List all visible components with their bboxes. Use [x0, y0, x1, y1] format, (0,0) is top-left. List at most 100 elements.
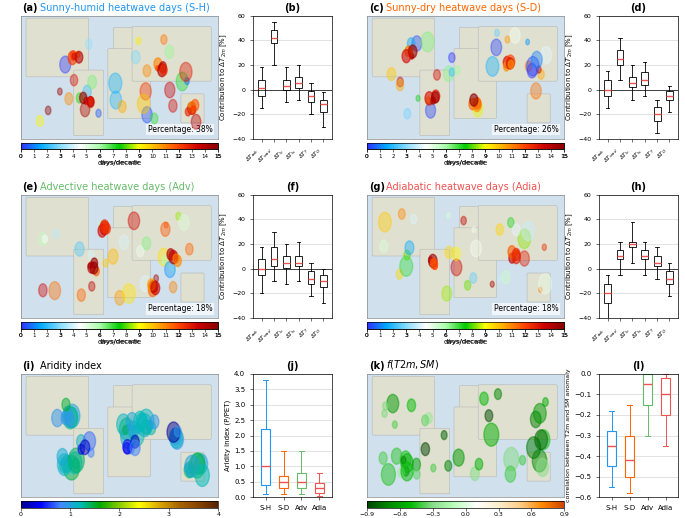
Circle shape — [425, 103, 436, 118]
Circle shape — [527, 56, 539, 76]
Circle shape — [471, 467, 479, 481]
Circle shape — [543, 398, 548, 406]
FancyBboxPatch shape — [420, 70, 449, 136]
Circle shape — [195, 454, 208, 473]
Circle shape — [141, 420, 151, 435]
Circle shape — [379, 452, 387, 464]
Circle shape — [167, 422, 180, 442]
Text: $f(T2m, SM)$: $f(T2m, SM)$ — [386, 358, 440, 371]
Circle shape — [63, 407, 77, 429]
Circle shape — [404, 109, 411, 119]
Circle shape — [174, 255, 182, 267]
Circle shape — [432, 90, 440, 102]
Circle shape — [401, 456, 406, 464]
Circle shape — [169, 281, 177, 293]
Circle shape — [42, 235, 47, 243]
FancyBboxPatch shape — [181, 94, 204, 123]
Circle shape — [530, 411, 541, 428]
Circle shape — [160, 62, 166, 73]
Circle shape — [491, 39, 501, 55]
Circle shape — [186, 108, 190, 116]
FancyBboxPatch shape — [372, 376, 435, 435]
Circle shape — [433, 263, 437, 269]
Circle shape — [73, 458, 79, 469]
Circle shape — [412, 36, 422, 51]
Circle shape — [58, 88, 62, 95]
Circle shape — [88, 97, 92, 104]
Circle shape — [185, 455, 199, 477]
Circle shape — [71, 75, 77, 86]
Circle shape — [469, 98, 476, 110]
Circle shape — [188, 102, 195, 113]
Y-axis label: Aridity index (P/PET): Aridity index (P/PET) — [225, 400, 232, 471]
PathPatch shape — [258, 80, 265, 96]
Circle shape — [186, 243, 193, 255]
Text: (k): (k) — [369, 361, 384, 371]
FancyBboxPatch shape — [132, 385, 211, 439]
PathPatch shape — [616, 50, 623, 65]
Circle shape — [110, 91, 122, 109]
Circle shape — [165, 45, 173, 59]
Circle shape — [83, 85, 91, 98]
Circle shape — [425, 412, 432, 424]
Circle shape — [473, 98, 482, 111]
Circle shape — [399, 209, 406, 219]
Circle shape — [187, 467, 194, 478]
PathPatch shape — [641, 250, 648, 259]
Circle shape — [486, 56, 499, 76]
Circle shape — [441, 430, 447, 440]
Circle shape — [57, 449, 68, 465]
Circle shape — [84, 431, 96, 451]
PathPatch shape — [604, 283, 611, 304]
PathPatch shape — [283, 256, 290, 267]
Circle shape — [169, 99, 177, 112]
Circle shape — [45, 106, 51, 115]
Circle shape — [538, 69, 544, 79]
Circle shape — [454, 66, 460, 75]
Circle shape — [155, 66, 159, 71]
Circle shape — [400, 256, 412, 276]
PathPatch shape — [607, 431, 616, 466]
Circle shape — [408, 399, 416, 412]
PathPatch shape — [279, 476, 288, 488]
PathPatch shape — [320, 99, 327, 112]
Circle shape — [453, 449, 464, 466]
Circle shape — [414, 469, 420, 479]
Circle shape — [115, 291, 125, 305]
Text: (g): (g) — [369, 182, 385, 192]
Circle shape — [130, 425, 144, 446]
Circle shape — [147, 422, 155, 435]
Circle shape — [51, 409, 63, 427]
Circle shape — [38, 284, 47, 297]
FancyBboxPatch shape — [460, 27, 485, 59]
Circle shape — [190, 106, 196, 114]
Circle shape — [538, 274, 551, 294]
Circle shape — [408, 45, 417, 58]
Circle shape — [173, 254, 179, 263]
Circle shape — [473, 97, 481, 109]
Circle shape — [401, 454, 413, 472]
Circle shape — [405, 46, 412, 56]
Circle shape — [397, 79, 403, 91]
Circle shape — [191, 114, 201, 129]
Circle shape — [402, 50, 410, 63]
Circle shape — [503, 62, 510, 71]
PathPatch shape — [616, 250, 623, 259]
Circle shape — [151, 113, 158, 124]
FancyBboxPatch shape — [74, 70, 103, 136]
Circle shape — [123, 425, 129, 435]
Circle shape — [119, 100, 126, 112]
Circle shape — [531, 83, 541, 99]
Circle shape — [515, 250, 519, 255]
Circle shape — [162, 255, 169, 265]
FancyBboxPatch shape — [108, 49, 150, 119]
Circle shape — [123, 440, 132, 454]
Circle shape — [411, 214, 416, 224]
PathPatch shape — [653, 256, 660, 266]
Circle shape — [137, 94, 149, 113]
Circle shape — [452, 247, 460, 261]
Circle shape — [158, 64, 166, 77]
FancyBboxPatch shape — [114, 207, 139, 238]
Circle shape — [58, 454, 71, 476]
Circle shape — [464, 280, 471, 290]
